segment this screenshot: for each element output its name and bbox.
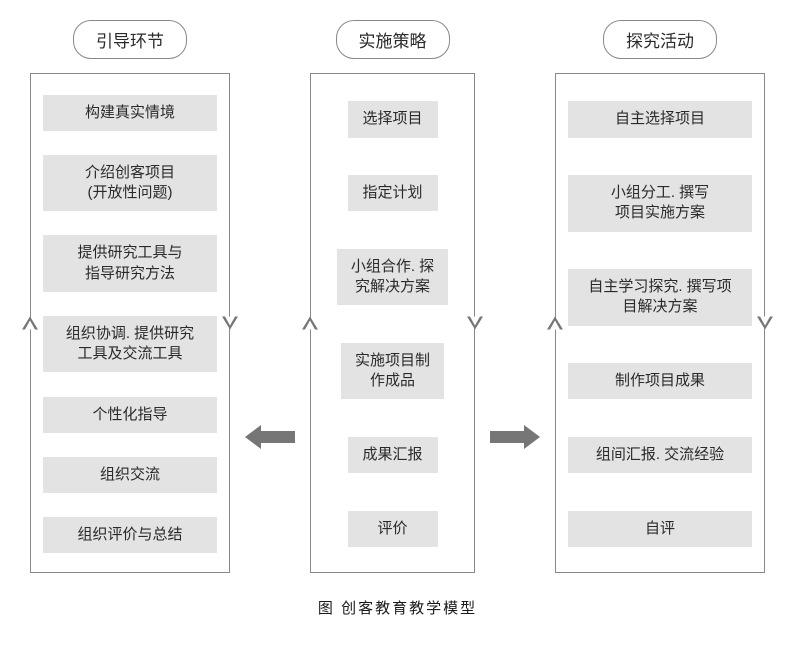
flow-item: 构建真实情境 xyxy=(43,95,217,131)
diagram-container: 引导环节 构建真实情境 介绍创客项目(开放性问题) 提供研究工具与指导研究方法 … xyxy=(0,0,795,583)
arrow-right-icon xyxy=(524,425,540,449)
column-guidance: 引导环节 构建真实情境 介绍创客项目(开放性问题) 提供研究工具与指导研究方法 … xyxy=(30,20,230,573)
arrow-shaft xyxy=(261,431,295,443)
flow-item: 小组合作. 探究解决方案 xyxy=(337,249,448,306)
column-header: 引导环节 xyxy=(73,20,187,59)
column-inquiry: 探究活动 自主选择项目 小组分工. 撰写项目实施方案 自主学习探究. 撰写项目解… xyxy=(555,20,765,573)
flow-item: 实施项目制作成品 xyxy=(341,343,444,400)
vertical-arrow-left xyxy=(547,317,563,330)
flow-item: 自评 xyxy=(568,511,752,547)
horizontal-arrow-right xyxy=(490,425,540,449)
column-header: 探究活动 xyxy=(603,20,717,59)
vertical-arrow-right xyxy=(467,317,483,330)
figure-caption: 图 创客教育教学模型 xyxy=(0,597,795,618)
chevron-up-icon xyxy=(302,317,318,330)
header-pill: 实施策略 xyxy=(336,20,450,59)
arrow-left-icon xyxy=(245,425,261,449)
flow-item: 组间汇报. 交流经验 xyxy=(568,437,752,473)
vertical-arrow-left xyxy=(302,317,318,330)
column-strategy: 实施策略 选择项目 指定计划 小组合作. 探究解决方案 实施项目制作成品 成果汇… xyxy=(310,20,475,573)
vertical-arrow-left xyxy=(22,317,38,330)
flow-item: 组织协调. 提供研究工具及交流工具 xyxy=(43,316,217,373)
flow-item: 组织评价与总结 xyxy=(43,517,217,553)
arrow-shaft xyxy=(490,431,524,443)
horizontal-arrow-left xyxy=(245,425,295,449)
column-header: 实施策略 xyxy=(336,20,450,59)
column-body: 构建真实情境 介绍创客项目(开放性问题) 提供研究工具与指导研究方法 组织协调.… xyxy=(30,73,230,573)
flow-item: 自主学习探究. 撰写项目解决方案 xyxy=(568,269,752,326)
flow-item: 个性化指导 xyxy=(43,397,217,433)
flow-item: 介绍创客项目(开放性问题) xyxy=(43,155,217,212)
column-body: 自主选择项目 小组分工. 撰写项目实施方案 自主学习探究. 撰写项目解决方案 制… xyxy=(555,73,765,573)
flow-item: 指定计划 xyxy=(348,175,438,211)
column-body: 选择项目 指定计划 小组合作. 探究解决方案 实施项目制作成品 成果汇报 评价 xyxy=(310,73,475,573)
vertical-arrow-right xyxy=(222,317,238,330)
flow-item: 提供研究工具与指导研究方法 xyxy=(43,235,217,292)
header-pill: 探究活动 xyxy=(603,20,717,59)
header-pill: 引导环节 xyxy=(73,20,187,59)
flow-item: 自主选择项目 xyxy=(568,101,752,137)
chevron-down-icon xyxy=(757,317,773,330)
chevron-up-icon xyxy=(547,317,563,330)
flow-item: 制作项目成果 xyxy=(568,363,752,399)
flow-item: 成果汇报 xyxy=(348,437,438,473)
chevron-down-icon xyxy=(222,317,238,330)
vertical-arrow-right xyxy=(757,317,773,330)
chevron-up-icon xyxy=(22,317,38,330)
flow-item: 小组分工. 撰写项目实施方案 xyxy=(568,175,752,232)
flow-item: 组织交流 xyxy=(43,457,217,493)
flow-item: 评价 xyxy=(348,511,438,547)
chevron-down-icon xyxy=(467,317,483,330)
flow-item: 选择项目 xyxy=(348,101,438,137)
